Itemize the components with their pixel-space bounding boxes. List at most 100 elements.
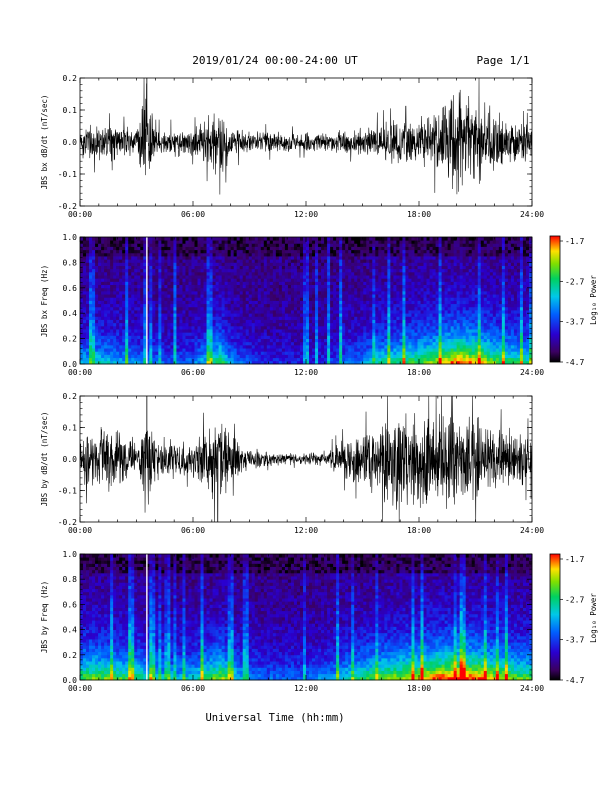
spectrogram-cell xyxy=(381,335,384,339)
spectrogram-cell xyxy=(152,269,155,273)
spectrogram-cell xyxy=(360,243,363,247)
spectrogram-cell xyxy=(101,345,104,349)
spectrogram-cell xyxy=(234,320,237,324)
spectrogram-cell xyxy=(261,262,264,266)
spectrogram-cell xyxy=(303,345,306,349)
spectrogram-cell xyxy=(113,256,116,260)
spectrogram-cell xyxy=(279,269,282,273)
spectrogram-cell xyxy=(225,354,228,358)
spectrogram-cell xyxy=(170,294,173,298)
spectrogram-cell xyxy=(276,339,279,343)
spectrogram-cell xyxy=(161,348,164,352)
spectrogram-cell xyxy=(300,342,303,346)
spectrogram-cell xyxy=(231,326,234,330)
spectrogram-cell xyxy=(396,326,399,330)
spectrogram-cell xyxy=(348,250,351,254)
spectrogram-cell xyxy=(336,310,339,314)
spectrogram-cell xyxy=(110,269,113,273)
spectrogram-cell xyxy=(219,320,222,324)
spectrogram-cell xyxy=(300,275,303,279)
spectrogram-cell xyxy=(261,332,264,336)
page-title: 2019/01/24 00:00-24:00 UT xyxy=(192,54,358,67)
spectrogram-cell xyxy=(246,262,249,266)
spectrogram-cell xyxy=(372,326,375,330)
spectrogram-cell xyxy=(222,354,225,358)
spectrogram-cell xyxy=(164,320,167,324)
spectrogram-cell xyxy=(360,259,363,263)
spectrogram-cell xyxy=(318,332,321,336)
spectrogram-cell xyxy=(306,351,309,355)
spectrogram-cell xyxy=(288,278,291,282)
spectrogram-cell xyxy=(381,275,384,279)
spectrogram-cell xyxy=(279,250,282,254)
spectrogram-cell xyxy=(125,307,128,311)
spectrogram-cell xyxy=(417,301,420,305)
spectrogram-cell xyxy=(231,358,234,362)
spectrogram-cell xyxy=(366,247,369,251)
spectrogram-cell xyxy=(381,313,384,317)
spectrogram-cell xyxy=(282,316,285,320)
spectrogram-cell xyxy=(369,240,372,244)
spectrogram-cell xyxy=(110,281,113,285)
spectrogram-cell xyxy=(243,288,246,292)
spectrogram-cell xyxy=(92,243,95,247)
spectrogram-cell xyxy=(354,342,357,346)
spectrogram-cell xyxy=(128,278,131,282)
spectrogram-cell xyxy=(439,278,442,282)
spectrogram-cell xyxy=(191,323,194,327)
spectrogram-cell xyxy=(104,335,107,339)
spectrogram-cell xyxy=(176,342,179,346)
spectrogram-cell xyxy=(411,354,414,358)
spectrogram-cell xyxy=(89,335,92,339)
spectrogram-cell xyxy=(421,320,424,324)
spectrogram-cell xyxy=(228,262,231,266)
spectrogram-cell xyxy=(152,250,155,254)
spectrogram-cell xyxy=(155,339,158,343)
spectrogram-cell xyxy=(104,243,107,247)
spectrogram-cell xyxy=(107,342,110,346)
spectrogram-cell xyxy=(324,335,327,339)
spectrogram-cell xyxy=(201,272,204,276)
spectrogram-cell xyxy=(195,281,198,285)
spectrogram-cell xyxy=(158,269,161,273)
spectrogram-cell xyxy=(312,250,315,254)
spectrogram-cell xyxy=(122,285,125,289)
spectrogram-cell xyxy=(306,256,309,260)
spectrogram-cell xyxy=(387,354,390,358)
spectrogram-cell xyxy=(249,272,252,276)
spectrogram-cell xyxy=(291,253,294,257)
spectrogram-cell xyxy=(276,278,279,282)
spectrogram-cell xyxy=(324,272,327,276)
spectrogram-cell xyxy=(408,342,411,346)
spectrogram-cell xyxy=(345,247,348,251)
spectrogram-cell xyxy=(306,348,309,352)
spectrogram-cell xyxy=(330,250,333,254)
spectrogram-cell xyxy=(182,256,185,260)
spectrogram-cell xyxy=(321,316,324,320)
spectrogram-cell xyxy=(234,256,237,260)
spectrogram-cell xyxy=(342,269,345,273)
spectrogram-cell xyxy=(327,243,330,247)
spectrogram-cell xyxy=(207,301,210,305)
spectrogram-cell xyxy=(321,256,324,260)
spectrogram-cell xyxy=(261,247,264,251)
spectrogram-cell xyxy=(399,358,402,362)
spectrogram-cell xyxy=(204,332,207,336)
spectrogram-cell xyxy=(92,278,95,282)
spectrogram-cell xyxy=(427,291,430,295)
spectrogram-cell xyxy=(104,354,107,358)
spectrogram-cell xyxy=(414,240,417,244)
spectrogram-cell xyxy=(152,259,155,263)
spectrogram-cell xyxy=(252,262,255,266)
spectrogram-cell xyxy=(381,253,384,257)
spectrogram-cell xyxy=(387,269,390,273)
spectrogram-cell xyxy=(267,247,270,251)
spectrogram-cell xyxy=(173,297,176,301)
spectrogram-cell xyxy=(89,301,92,305)
spectrogram-cell xyxy=(390,243,393,247)
spectrogram-cell xyxy=(291,342,294,346)
spectrogram-cell xyxy=(95,313,98,317)
spectrogram-cell xyxy=(195,326,198,330)
spectrogram-cell xyxy=(231,262,234,266)
spectrogram-cell xyxy=(176,320,179,324)
